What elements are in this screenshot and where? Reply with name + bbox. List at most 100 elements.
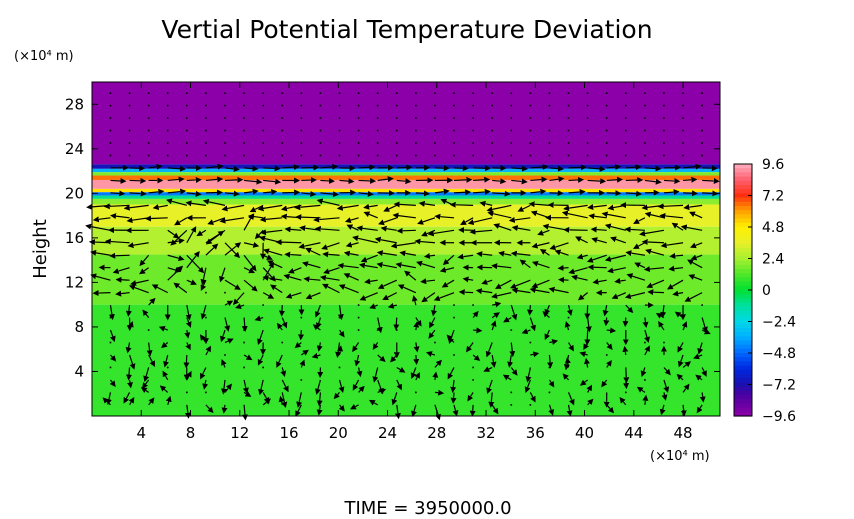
vector-arrow [242,379,249,394]
heatmap-band [92,172,720,176]
vector-arrow [587,204,607,210]
vector-arrow [537,229,550,236]
vector-arrow [224,190,240,197]
heatmap-band [92,175,720,180]
vector-arrow [417,217,436,225]
vector-arrow [677,342,684,353]
vector-dot [453,316,455,319]
vector-dot [625,92,627,94]
vector-arrow [112,267,130,274]
vector-arrow [530,188,547,195]
vector-arrow [415,317,422,327]
vector-arrow [263,188,278,195]
vector-dot [567,92,570,94]
vector-arrow [568,189,586,195]
vector-arrow [601,379,608,388]
vector-arrow [352,235,378,244]
vector-dot [644,379,646,381]
vector-arrow [625,164,642,171]
vector-arrow [510,367,518,376]
colorbar-segment [734,399,752,404]
vector-dot [281,142,284,144]
x-unit-label: (×10⁴ m) [650,449,710,464]
vector-dot [415,154,417,157]
vector-dot [415,104,417,107]
vector-arrow [539,249,550,256]
vector-dot [491,117,493,119]
vector-arrow [90,273,111,281]
vector-arrow [143,367,150,383]
vector-arrow [243,354,253,361]
vector-arrow [549,165,564,172]
vector-arrow [680,404,687,417]
vector-dot [376,92,379,94]
vector-dot [548,117,551,119]
vector-dot [109,92,112,94]
vector-arrow [642,317,649,329]
vector-dot [701,154,703,157]
chart-title: Vertial Potential Temperature Deviation [161,15,652,44]
vector-arrow [205,229,226,245]
vector-arrow [498,250,512,257]
vector-arrow [322,251,340,258]
vector-arrow [568,267,588,275]
vector-arrow [530,176,548,183]
vector-arrow [587,165,606,172]
vector-arrow [677,354,684,368]
vector-arrow [363,211,378,219]
vector-arrow [166,198,187,206]
vector-dot [625,129,627,132]
y-tick-label: 8 [74,318,84,336]
vector-arrow [200,367,207,380]
vector-dot [338,142,341,144]
vector-dot [510,142,513,144]
vector-dot [529,341,532,344]
y-axis-label: Height [30,219,51,279]
vector-dot [510,104,513,107]
vector-arrow [202,198,226,206]
vector-arrow [644,165,662,172]
colorbar-segment [734,193,752,199]
vector-dot [567,129,570,132]
vector-arrow [610,236,626,244]
colorbar-segment [734,239,752,245]
vector-arrow [657,203,684,210]
vector-dot [147,154,150,157]
vector-dot [510,92,513,94]
vector-dot [109,104,112,107]
vector-arrow [579,379,588,386]
colorbar-segment [734,386,752,392]
vector-arrow [128,354,136,370]
vector-arrow [110,354,117,362]
vector-dot [415,129,417,132]
vector-arrow [336,204,359,211]
vector-arrow [564,321,571,331]
vector-arrow [682,383,690,393]
vector-dot [663,154,665,157]
colorbar-segment [734,172,752,178]
vector-dot [701,142,703,144]
vector-arrow [625,250,645,257]
vector-arrow [205,163,224,170]
vector-arrow [282,164,300,171]
vector-arrow [185,342,191,351]
vector-arrow [549,242,569,250]
vector-arrow [369,303,378,309]
x-tick-label: 12 [230,424,249,442]
vector-dot [395,129,398,132]
vector-dot [224,354,226,356]
vector-dot [243,104,245,107]
heatmap-band [92,164,720,169]
vector-arrow [488,392,495,408]
vector-arrow [263,248,283,256]
vector-arrow [414,238,435,245]
vector-dot [109,341,112,344]
vector-arrow [492,301,502,308]
vector-arrow [311,352,321,359]
vector-arrow [396,379,402,391]
vector-dot [567,117,570,119]
vector-dot [663,341,665,344]
vector-dot [319,142,322,144]
vector-dot [166,104,169,107]
vector-arrow [427,229,455,237]
